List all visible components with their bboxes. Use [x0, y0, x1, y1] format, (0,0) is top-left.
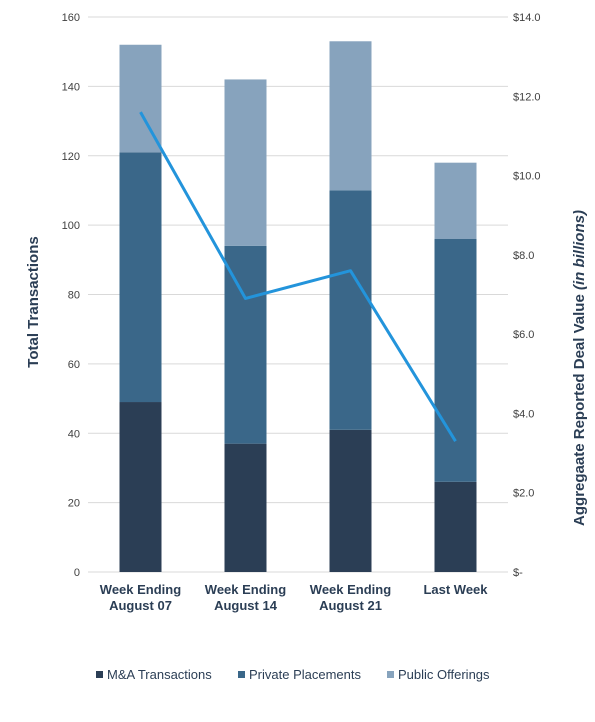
- right-tick-label: $8.0: [513, 250, 534, 262]
- left-tick-label: 20: [68, 498, 80, 510]
- legend-swatch: [387, 671, 394, 678]
- category-label-line: Last Week: [423, 582, 488, 597]
- left-tick-label: 0: [74, 567, 80, 579]
- right-tick-label: $6.0: [513, 329, 534, 341]
- bar-segment: [434, 481, 477, 572]
- category-label-line: August 21: [319, 598, 382, 613]
- category-label-line: Week Ending: [205, 582, 286, 597]
- right-tick-label: $14.0: [513, 12, 541, 24]
- right-tick-label: $-: [513, 567, 523, 579]
- right-tick-label: $2.0: [513, 488, 534, 500]
- left-tick-label: 40: [68, 428, 80, 440]
- right-axis-title-main: Aggregaate Reported Deal Value: [571, 294, 588, 526]
- legend: M&A Transactions Private Placements Public…: [96, 667, 490, 682]
- left-tick-label: 140: [62, 81, 80, 93]
- bar-segment: [224, 245, 267, 444]
- legend-label: Public Offerings: [398, 667, 490, 682]
- legend-swatch: [96, 671, 103, 678]
- category-label-line: Week Ending: [100, 582, 181, 597]
- bar-segment: [119, 402, 162, 572]
- left-axis-ticks: 0 20 40 60 80 100 120 140 160: [62, 12, 80, 579]
- legend-label: M&A Transactions: [107, 667, 212, 682]
- category-label: Week Ending August 07: [100, 582, 181, 613]
- bar-segment: [434, 162, 477, 239]
- legend-label: Private Placements: [249, 667, 361, 682]
- bar-segment: [119, 152, 162, 403]
- right-tick-label: $10.0: [513, 171, 541, 183]
- category-label: Last Week: [423, 582, 488, 597]
- left-tick-label: 100: [62, 220, 80, 232]
- left-tick-label: 60: [68, 359, 80, 371]
- bar-segment: [329, 41, 372, 191]
- right-axis-title-unit: (in billions): [571, 210, 588, 290]
- bar-segment: [329, 429, 372, 572]
- left-axis-title: Total Transactions: [25, 236, 42, 367]
- left-tick-label: 160: [62, 12, 80, 24]
- category-label-line: Week Ending: [310, 582, 391, 597]
- category-label-line: August 07: [109, 598, 172, 613]
- legend-swatch: [238, 671, 245, 678]
- right-axis-ticks: $- $2.0 $4.0 $6.0 $8.0 $10.0 $12.0 $14.0: [513, 12, 541, 579]
- right-tick-label: $12.0: [513, 91, 541, 103]
- category-label: Week Ending August 21: [310, 582, 391, 613]
- category-label: Week Ending August 14: [205, 582, 286, 613]
- category-label-line: August 14: [214, 598, 278, 613]
- bar-segment: [224, 79, 267, 246]
- bar-segment: [224, 443, 267, 572]
- right-axis-title: Aggregaate Reported Deal Value (in billi…: [571, 210, 588, 526]
- bar-segment: [329, 190, 372, 430]
- left-tick-label: 80: [68, 290, 80, 302]
- bars: [119, 41, 477, 572]
- right-tick-label: $4.0: [513, 408, 534, 420]
- left-tick-label: 120: [62, 151, 80, 163]
- deal-value-line: [139, 111, 457, 442]
- bar-segment: [434, 239, 477, 482]
- deal-value-polyline: [139, 111, 457, 442]
